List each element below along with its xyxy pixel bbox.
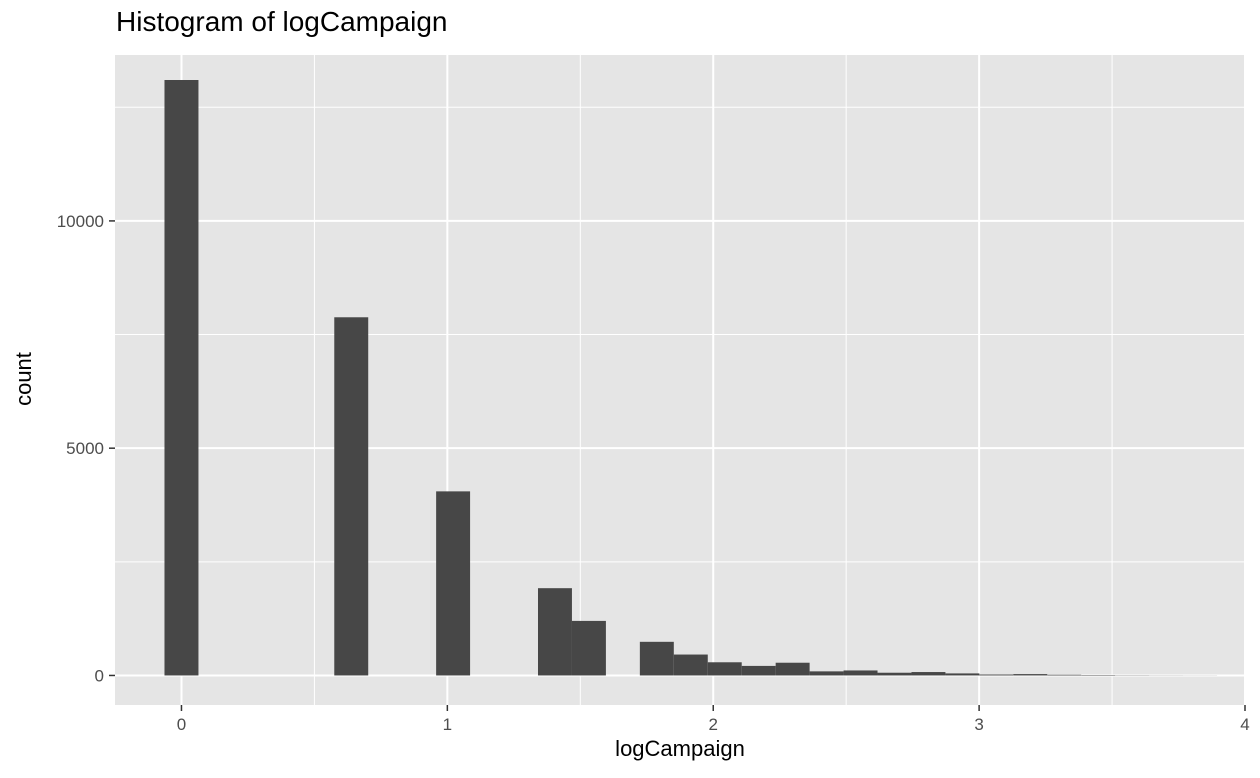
chart-title: Histogram of logCampaign	[116, 6, 448, 37]
histogram-bar	[1013, 674, 1048, 676]
x-axis: 0 1 2 3 4	[177, 705, 1250, 734]
x-tick-label: 0	[177, 715, 186, 734]
histogram-bar	[436, 491, 471, 676]
histogram-bar	[843, 670, 878, 676]
histogram-bar	[707, 662, 742, 676]
histogram-bar	[775, 662, 810, 676]
y-tick-label: 0	[95, 666, 104, 685]
histogram-bar	[639, 641, 674, 676]
histogram-bar	[537, 588, 572, 676]
histogram-bar	[571, 620, 606, 676]
x-axis-label: logCampaign	[615, 736, 745, 761]
histogram-bar	[741, 665, 776, 676]
plot-panel	[115, 55, 1245, 705]
histogram-bar	[809, 671, 844, 676]
histogram-bar	[945, 673, 980, 676]
y-tick-label: 10000	[57, 212, 104, 231]
x-tick-label: 4	[1240, 715, 1249, 734]
y-tick-label: 5000	[66, 439, 104, 458]
x-tick-label: 2	[709, 715, 718, 734]
histogram-bar	[164, 80, 199, 676]
histogram-bar	[334, 317, 369, 676]
histogram-bar	[1047, 674, 1082, 676]
minor-gridlines	[115, 55, 1245, 705]
x-tick-label: 3	[974, 715, 983, 734]
histogram-bar	[673, 654, 708, 676]
histogram-bar	[911, 672, 946, 676]
x-tick-label: 1	[443, 715, 452, 734]
histogram-bar	[979, 674, 1014, 676]
y-axis: 0 5000 10000	[57, 212, 115, 685]
histogram-bar	[877, 672, 912, 676]
histogram-bars	[164, 80, 1218, 676]
